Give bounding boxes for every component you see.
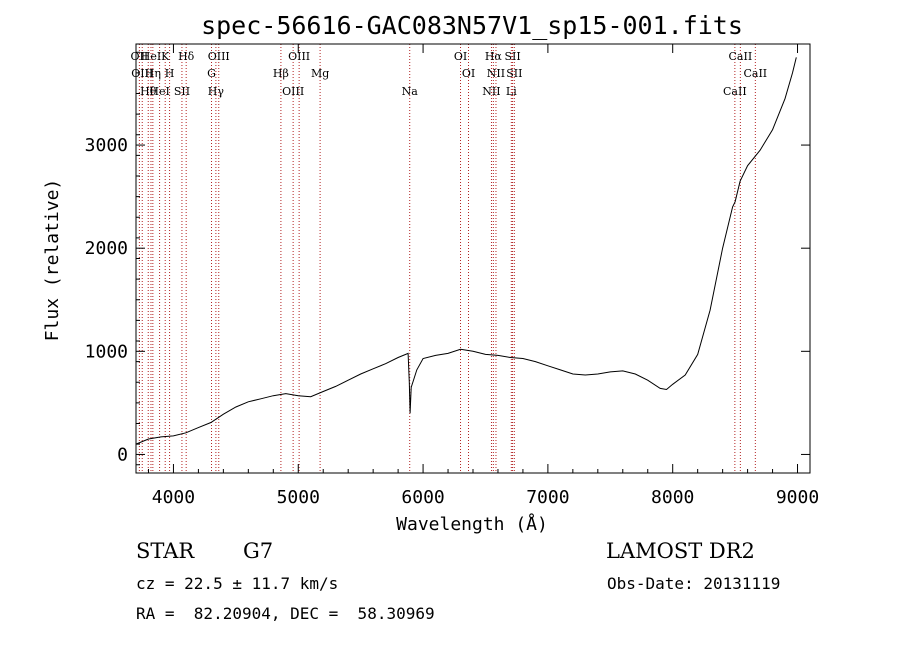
spectral-line-labels: OIIOIIIHθHeIHηHeIKHSIIHδGHγOIIIHβOIIIOII… xyxy=(131,50,768,98)
x-axis: 4000 5000 6000 7000 8000 9000 xyxy=(147,44,819,508)
spectral-line-label: CaII xyxy=(743,67,767,80)
spectral-line-label: NII xyxy=(482,85,500,98)
chart-title: spec-56616-GAC083N57V1_sp15-001.fits xyxy=(201,11,743,40)
observation-date: Obs-Date: 20131119 xyxy=(607,574,781,593)
spectral-line-label: Na xyxy=(402,85,419,98)
object-class: STAR xyxy=(136,539,195,563)
plot-frame xyxy=(135,43,811,474)
x-tick-label: 9000 xyxy=(776,487,819,508)
y-axis-label: Flux (relative) xyxy=(42,179,63,342)
spectral-line-label: OIII xyxy=(288,50,310,63)
survey-name: LAMOST DR2 xyxy=(606,539,755,563)
y-tick-label: 3000 xyxy=(85,135,128,156)
spectral-line-label: H xyxy=(165,67,175,80)
x-tick-label: 7000 xyxy=(526,487,569,508)
spectral-line-label: Li xyxy=(506,85,517,98)
spectral-line-label: OI xyxy=(462,67,475,80)
y-tick-label: 2000 xyxy=(85,238,128,259)
spectral-line-label: Hδ xyxy=(178,50,195,63)
spectral-line-label: Mg xyxy=(311,67,329,80)
x-tick-label: 5000 xyxy=(277,487,320,508)
object-subclass: G7 xyxy=(243,539,274,563)
spectral-line-label: OIII xyxy=(208,50,230,63)
spectral-line-label: CaII xyxy=(729,50,753,63)
spectrum-series-line xyxy=(135,57,797,445)
spectral-line-label: OII xyxy=(131,50,149,63)
y-axis: 0 1000 2000 3000 xyxy=(85,51,810,465)
spectral-line-label: OI xyxy=(454,50,467,63)
spectral-line-label: OIII xyxy=(282,85,304,98)
spectral-line-label: HeI xyxy=(149,85,169,98)
x-tick-label: 8000 xyxy=(651,487,694,508)
spectral-line-markers xyxy=(138,44,756,473)
y-tick-label: 1000 xyxy=(85,341,128,362)
spectral-line-label: K xyxy=(161,50,170,63)
spectral-line-label: G xyxy=(207,67,216,80)
spectral-line-label: Hβ xyxy=(273,67,289,80)
spectral-line-label: SII xyxy=(504,50,520,63)
x-axis-label: Wavelength (Å) xyxy=(396,513,548,535)
coordinates: RA = 82.20904, DEC = 58.30969 xyxy=(136,604,435,623)
spectral-line-label: OIII xyxy=(131,67,153,80)
spectral-line-label: Hθ xyxy=(140,85,157,98)
spectral-line-label: SII xyxy=(506,67,522,80)
y-tick-label: 0 xyxy=(117,444,128,465)
x-tick-label: 4000 xyxy=(152,487,195,508)
x-tick-label: 6000 xyxy=(401,487,444,508)
spectral-line-label: HeI xyxy=(141,50,161,63)
spectral-line-label: Hα xyxy=(485,50,503,63)
spectral-line-label: NII xyxy=(487,67,505,80)
spectral-line-label: SII xyxy=(174,85,190,98)
redshift-value: cz = 22.5 ± 11.7 km/s xyxy=(136,574,339,593)
spectral-line-label: CaII xyxy=(723,85,747,98)
spectral-line-label: Hγ xyxy=(208,85,225,98)
spectral-line-label: Hη xyxy=(145,67,161,80)
